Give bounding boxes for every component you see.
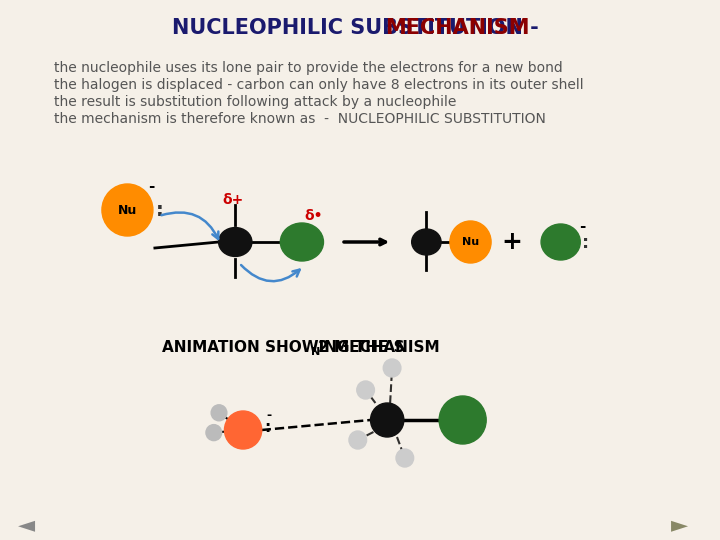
Circle shape <box>225 411 261 449</box>
Text: :: : <box>582 234 590 252</box>
Text: ◄: ◄ <box>18 515 35 535</box>
Text: the nucleophile uses its lone pair to provide the electrons for a new bond: the nucleophile uses its lone pair to pr… <box>54 61 562 75</box>
Ellipse shape <box>280 223 323 261</box>
Ellipse shape <box>412 229 441 255</box>
FancyArrowPatch shape <box>241 265 300 281</box>
Circle shape <box>357 381 374 399</box>
Circle shape <box>371 403 404 437</box>
Text: +: + <box>501 230 522 254</box>
Text: δ•: δ• <box>305 209 323 223</box>
Ellipse shape <box>541 224 580 260</box>
Circle shape <box>349 431 366 449</box>
Text: ANIMATION SHOWING THE S: ANIMATION SHOWING THE S <box>162 341 405 355</box>
Circle shape <box>439 396 486 444</box>
Text: Nu: Nu <box>462 237 479 247</box>
Circle shape <box>450 221 491 263</box>
Text: N: N <box>310 347 320 357</box>
Text: -: - <box>148 179 154 193</box>
Circle shape <box>383 359 401 377</box>
Circle shape <box>396 449 414 467</box>
Text: ►: ► <box>671 515 688 535</box>
Ellipse shape <box>219 227 252 256</box>
Text: the mechanism is therefore known as  -  NUCLEOPHILIC SUBSTITUTION: the mechanism is therefore known as - NU… <box>54 112 546 126</box>
Text: Nu: Nu <box>118 204 137 217</box>
Text: :: : <box>265 421 271 435</box>
FancyArrowPatch shape <box>161 212 218 239</box>
Circle shape <box>206 424 222 441</box>
Text: -: - <box>579 219 585 234</box>
Text: -: - <box>266 409 271 422</box>
Text: MECHANISM: MECHANISM <box>386 18 530 38</box>
Text: δ+: δ+ <box>222 193 244 207</box>
Circle shape <box>211 405 227 421</box>
Text: 2 MECHANISM: 2 MECHANISM <box>318 341 440 355</box>
Text: the halogen is displaced - carbon can only have 8 electrons in its outer shell: the halogen is displaced - carbon can on… <box>54 78 583 92</box>
Text: :: : <box>156 200 163 219</box>
Text: NUCLEOPHILIC SUBSTITUTION -: NUCLEOPHILIC SUBSTITUTION - <box>171 18 546 38</box>
Circle shape <box>102 184 153 236</box>
Text: the result is substitution following attack by a nucleophile: the result is substitution following att… <box>54 95 456 109</box>
